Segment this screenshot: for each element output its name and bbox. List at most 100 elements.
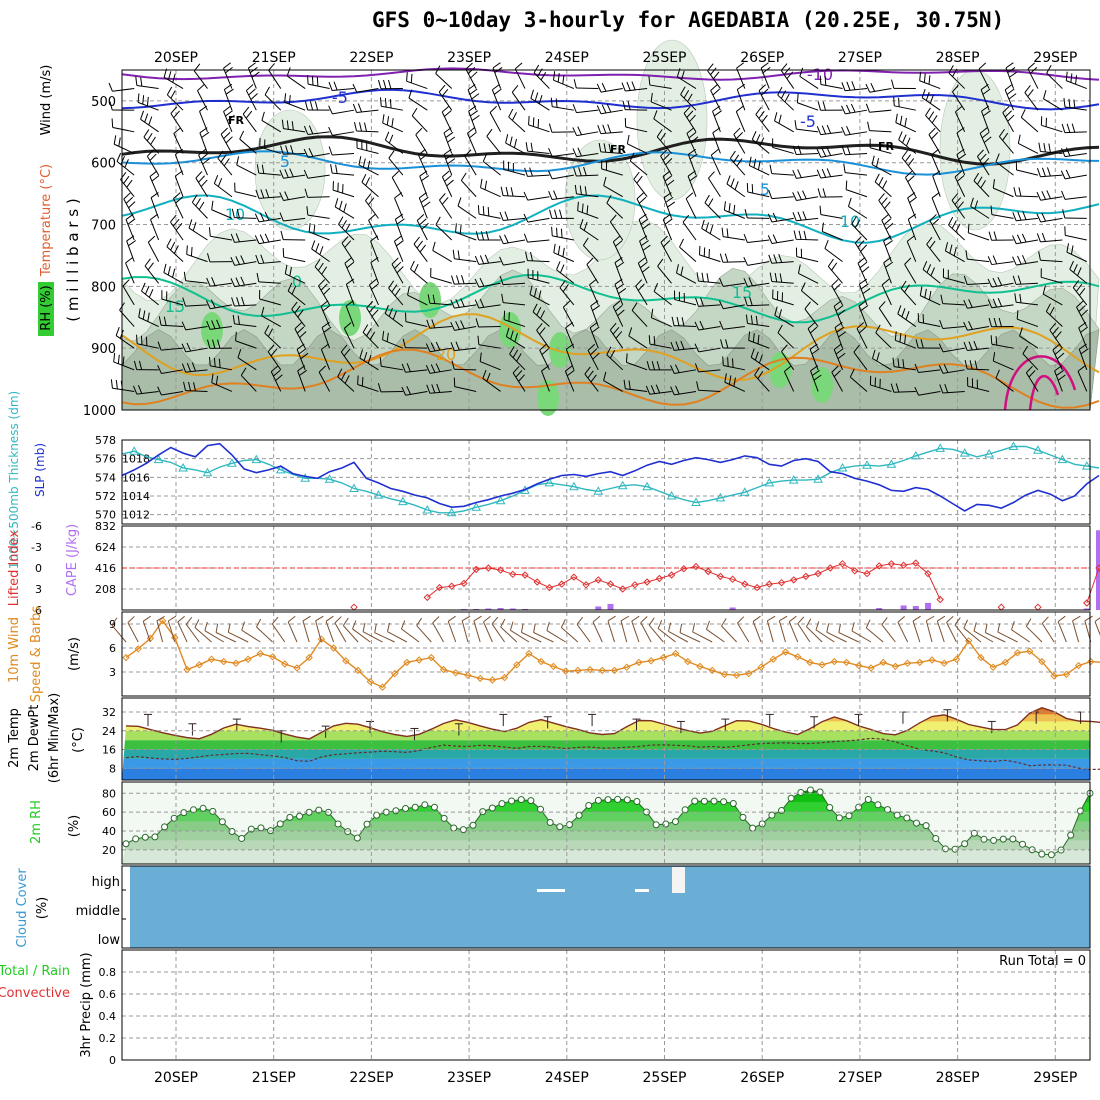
wind-barb-flag <box>758 354 763 364</box>
wind-barb <box>140 118 159 133</box>
wind-barb <box>527 174 550 177</box>
wind-barb-flag <box>122 356 125 366</box>
wind10-speed-point <box>195 661 204 669</box>
wind-barb <box>656 136 672 154</box>
wind-barb-flag <box>223 62 231 69</box>
wind-barb-flag <box>917 313 920 323</box>
wind-barb-flag <box>191 194 198 203</box>
wind-barb-flag <box>499 256 504 266</box>
wind10-barb <box>483 621 493 643</box>
date-label-top: 27SEP <box>838 50 882 66</box>
wind-barb-flag <box>1025 365 1033 374</box>
wind-barb-flag <box>1065 169 1071 179</box>
wind10-speed-point <box>928 656 936 664</box>
wind-barb-flag <box>653 110 658 120</box>
wind-barb-flag <box>906 235 915 242</box>
wind-barb-flag <box>695 297 699 307</box>
wind10-speed-point <box>916 658 924 667</box>
wind-barb <box>345 305 355 327</box>
wind-barb-flag <box>838 331 847 338</box>
wind10-barb <box>788 621 799 643</box>
wind-barb <box>185 304 208 307</box>
wind-barb-flag <box>631 302 638 311</box>
wind-barb <box>600 131 623 135</box>
wind-barb-flag <box>147 262 154 271</box>
wind-barb <box>723 304 745 310</box>
wind-barb <box>942 390 965 394</box>
wind-barb-flag <box>144 113 149 123</box>
wind-barb <box>758 90 770 111</box>
wind-barb <box>283 217 306 222</box>
wind-barb <box>699 254 721 263</box>
rh-point <box>1076 807 1084 815</box>
wind-barb-flag <box>826 124 832 134</box>
wind10-barb-flag <box>937 615 946 622</box>
wind-barb-flag <box>430 342 436 352</box>
wind-barb-flag <box>926 264 932 273</box>
wind-barb-flag <box>712 127 721 134</box>
wind-barb-flag <box>279 169 284 179</box>
wind-barb-flag <box>388 150 395 159</box>
wind-barb-flag <box>484 180 488 190</box>
wind-barb-flag <box>1017 255 1022 265</box>
wind-barb-flag <box>553 243 556 253</box>
wind-barb-flag <box>140 110 145 120</box>
rh-point <box>999 835 1007 843</box>
wind10-speed-point <box>1025 647 1034 655</box>
wind10-barb <box>256 626 273 643</box>
wind-barb <box>514 68 526 89</box>
wind-barb-flag <box>660 235 668 243</box>
wind-barb <box>687 176 697 197</box>
wind-barb-flag <box>309 101 314 111</box>
wind-barb-flag <box>799 67 804 77</box>
rh-point <box>739 813 747 821</box>
wind10-speed-point <box>879 658 887 667</box>
wind-barb-flag <box>802 190 807 199</box>
wind-barb-flag <box>900 280 907 289</box>
wind-barb <box>394 219 404 241</box>
rh-point <box>450 824 458 832</box>
wind-barb-flag <box>821 222 824 232</box>
wind-barb-flag <box>729 150 736 159</box>
wind-barb-flag <box>954 197 962 205</box>
wind-barb-flag <box>328 146 333 156</box>
wind-barb-flag <box>218 358 221 368</box>
wind-barb <box>922 269 941 284</box>
wind-barb <box>1002 112 1014 133</box>
wind-barb <box>1020 117 1039 133</box>
wind-barb <box>845 109 868 115</box>
wind10-speed-point <box>781 648 790 656</box>
wind-barb-flag <box>749 296 753 306</box>
wind-barb <box>454 326 477 331</box>
wind-barb-flag <box>651 361 656 371</box>
wind-barb <box>143 136 160 154</box>
wind10-barb-flag <box>287 615 296 623</box>
wind-barb <box>952 91 966 111</box>
wind-barb <box>235 340 257 349</box>
wind-barb-flag <box>467 83 476 91</box>
lifted-index-point <box>899 561 908 569</box>
wind-barb-flag <box>137 384 143 394</box>
wind-barb-flag <box>772 234 778 243</box>
wind10-barb <box>631 621 640 643</box>
wind-barb-flag <box>391 284 398 293</box>
wind10-barb <box>1072 620 1080 643</box>
wind-barb-flag <box>650 92 653 102</box>
thickness-point <box>862 460 872 469</box>
wind-barb-flag <box>170 241 176 251</box>
temp-color-band <box>122 768 1090 780</box>
wind-barb <box>925 115 941 133</box>
wind-axis-label: Wind (m/s) <box>39 65 54 136</box>
thickness-point <box>910 450 921 460</box>
wind-barb-flag <box>470 110 478 117</box>
wind-barb-flag <box>223 131 231 139</box>
wind-barb-flag <box>981 131 990 139</box>
wind-barb-flag <box>679 238 684 248</box>
wind-barb-flag <box>608 143 612 153</box>
wind10-barb <box>461 620 469 643</box>
wind-barb <box>820 214 843 219</box>
wind-barb-flag <box>286 120 289 130</box>
wind-barb <box>210 235 232 241</box>
wind-barb-flag <box>980 83 989 91</box>
rh-shade-patch <box>939 69 1011 231</box>
